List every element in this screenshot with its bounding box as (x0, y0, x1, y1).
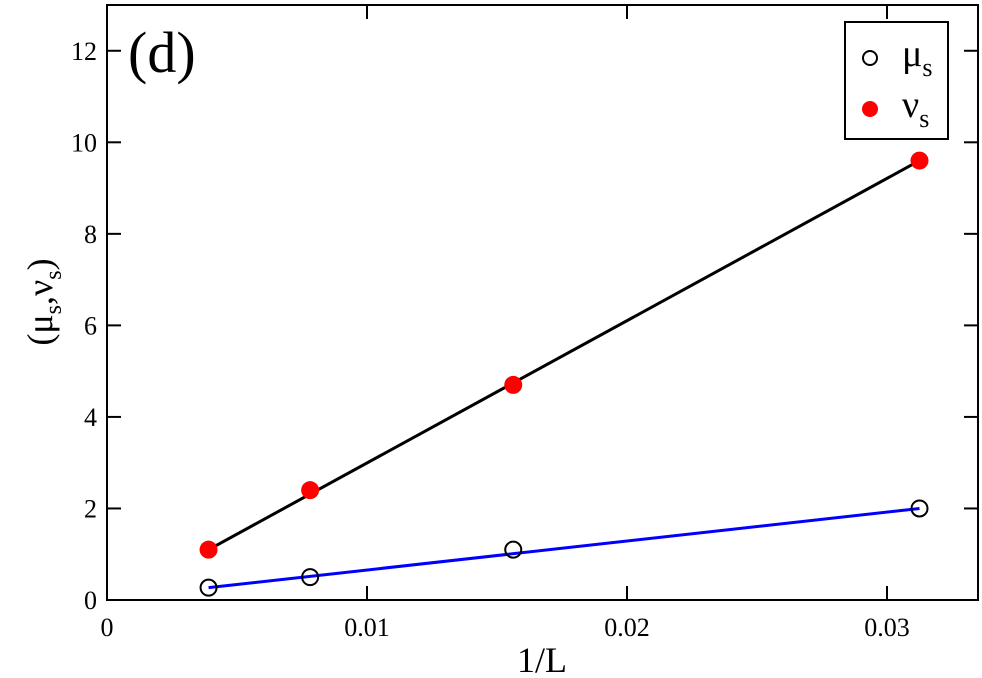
data-point-series-1 (199, 540, 218, 559)
plot-frame (106, 4, 979, 601)
legend-label-nu: νs (902, 84, 929, 133)
fit-line-series-1 (207, 159, 921, 551)
y-tick-label: 8 (84, 220, 97, 249)
y-tick-label: 2 (84, 494, 97, 523)
data-point-series-0 (199, 578, 218, 597)
legend-label-mu: μs (902, 33, 933, 82)
y-tick-label: 4 (84, 403, 97, 432)
x-tick-label: 0.01 (344, 613, 390, 642)
fit-lines (207, 159, 921, 590)
legend: μs νs (844, 21, 949, 140)
legend-marker-nu (862, 101, 878, 117)
data-point-series-0 (301, 568, 320, 587)
x-tick-label: 0.03 (864, 613, 910, 642)
axis-ticks: 0 0.01 0.02 0.03 0 2 4 6 8 10 12 (71, 5, 978, 642)
data-point-series-1 (504, 375, 523, 394)
y-tick-label: 6 (84, 311, 97, 340)
data-point-series-1 (301, 481, 320, 500)
x-tick-label: 0 (101, 613, 114, 642)
x-axis-label: 1/L (517, 640, 567, 678)
y-tick-label: 10 (71, 128, 97, 157)
legend-marker-mu (862, 50, 878, 66)
x-tick-label: 0.02 (604, 613, 650, 642)
y-tick-label: 12 (71, 37, 97, 66)
y-tick-label: 0 (84, 586, 97, 615)
legend-box (844, 21, 949, 140)
panel-label: (d) (128, 20, 196, 85)
data-point-series-1 (910, 151, 929, 170)
data-point-series-0 (910, 499, 929, 518)
fit-line-series-0 (208, 506, 920, 590)
y-axis-label: (μs,νs) (20, 258, 67, 345)
data-points (199, 151, 929, 597)
data-point-series-0 (504, 540, 523, 559)
